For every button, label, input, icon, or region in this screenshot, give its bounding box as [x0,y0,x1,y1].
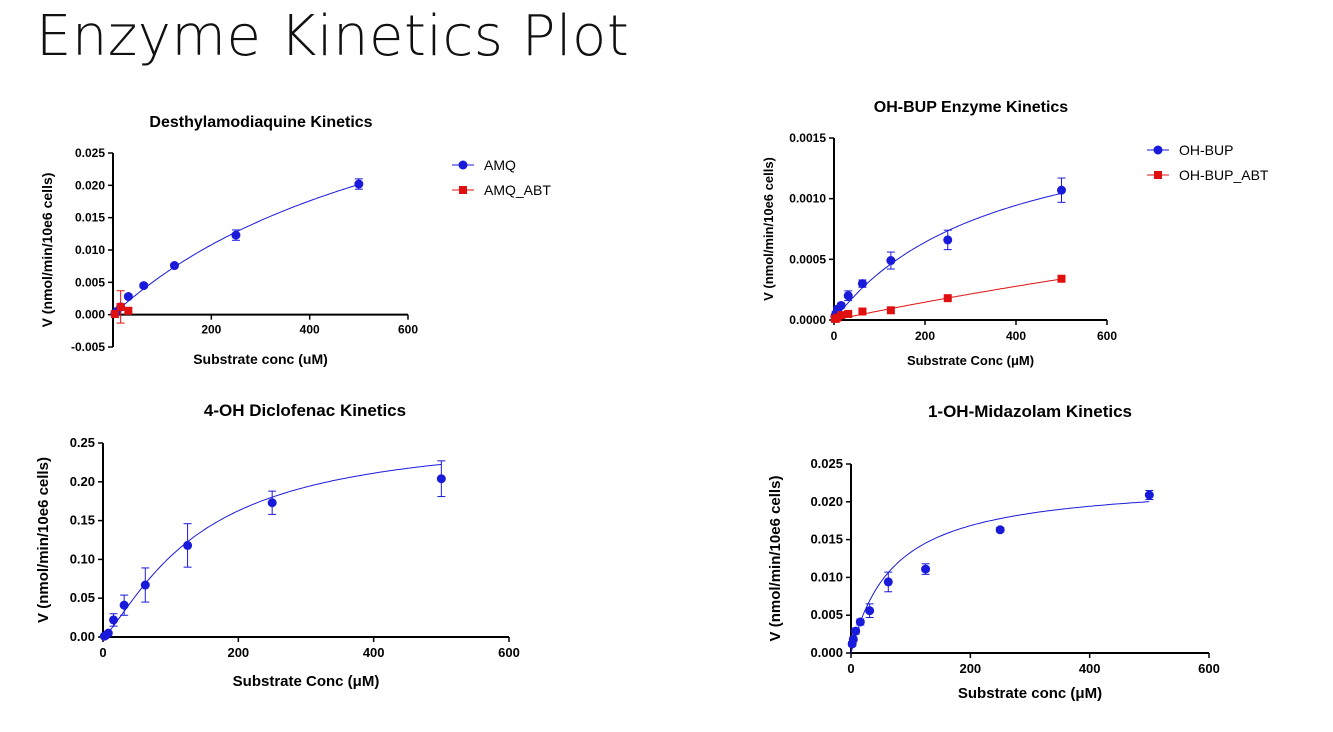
data-point [865,606,875,616]
legend-marker [459,186,467,194]
x-tick-label: 600 [498,645,520,660]
legend-marker [458,160,468,170]
x-tick-label: 0 [99,645,106,660]
x-tick-label: 200 [227,645,249,660]
y-tick-label: 0.0015 [789,131,826,145]
data-point [354,179,364,189]
data-point [844,309,853,318]
data-point [103,628,113,638]
data-point [1057,274,1066,283]
y-tick-label: 0.025 [75,146,105,160]
chart-title: Desthylamodiaquine Kinetics [149,114,372,131]
chart-title: OH-BUP Enzyme Kinetics [874,99,1069,116]
data-point [140,580,150,590]
data-point [858,307,867,316]
x-tick-label: 600 [1198,661,1220,676]
y-tick-label: 0.0000 [789,313,826,327]
data-point [1057,185,1066,195]
data-point [851,626,861,636]
x-tick-label: 0 [831,329,838,343]
y-tick-label: -0.005 [71,340,105,354]
data-point [1144,490,1154,500]
y-tick-label: 0.020 [810,494,843,509]
y-tick-label: 0.010 [75,243,105,257]
data-point [886,306,895,315]
data-point [124,306,133,315]
x-axis-label: Substrate Conc (μM) [907,353,1034,368]
y-tick-label: 0.000 [810,645,843,660]
data-point [886,256,896,266]
x-tick-label: 200 [915,329,935,343]
legend-label: OH-BUP [1179,142,1233,158]
x-tick-label: 400 [363,645,385,660]
y-tick-label: 0.20 [70,474,95,489]
y-tick-label: 0.25 [70,435,95,450]
y-tick-label: 0.005 [75,275,105,289]
y-axis-label: V (nmol/min/10e6 cells) [767,476,784,642]
y-tick-label: 0.05 [70,590,95,605]
y-tick-label: 0.000 [75,308,105,322]
y-tick-label: 0.0010 [789,192,826,206]
data-point [843,291,853,301]
data-point [836,300,846,310]
data-point [169,261,179,271]
legend-label: AMQ [484,157,516,173]
data-point [123,292,133,302]
data-point [119,600,129,610]
data-point [116,302,125,311]
data-point [436,474,446,484]
x-axis-label: Substrate conc (uM) [193,351,328,367]
legend-label: AMQ_ABT [484,182,551,198]
data-point [837,311,846,320]
y-tick-label: 0.015 [810,532,843,547]
x-tick-label: 0 [847,661,854,676]
data-point [267,498,277,508]
y-tick-label: 0.15 [70,513,95,528]
data-point [995,525,1005,535]
data-point [109,615,119,625]
y-axis-label: V (nmol/min/10e6 cells) [39,173,55,328]
x-tick-label: 200 [959,661,981,676]
data-point [231,230,241,240]
y-axis-label: V (nmol/min/10e6 cells) [35,457,52,623]
legend-label: OH-BUP_ABT [1179,167,1269,183]
legend-marker [1154,171,1162,179]
y-tick-label: 0.0005 [789,252,826,266]
data-point [183,540,193,550]
y-tick-label: 0.00 [70,629,95,644]
y-tick-label: 0.010 [810,569,843,584]
x-axis-label: Substrate Conc (μM) [233,673,380,690]
slide-title: Enzyme Kinetics Plot [36,4,630,69]
y-tick-label: 0.10 [70,551,95,566]
y-tick-label: 0.005 [810,607,843,622]
x-tick-label: 400 [1006,329,1026,343]
x-tick-label: 400 [1079,661,1101,676]
x-axis-label: Substrate conc (μM) [958,685,1102,702]
data-point [943,294,952,303]
y-tick-label: 0.020 [75,178,105,192]
x-tick-label: 200 [201,323,221,337]
chart-title: 1-OH-Midazolam Kinetics [928,402,1132,421]
data-point [139,281,149,291]
data-point [857,279,867,289]
x-tick-label: 400 [300,323,320,337]
data-point [110,310,119,319]
y-axis-label: V (nmol/min/10e6 cells) [761,157,776,301]
data-point [883,577,893,587]
x-tick-label: 600 [398,323,418,337]
legend-marker [1153,145,1163,155]
data-point [943,235,953,245]
data-point [855,617,865,627]
data-point [921,564,931,574]
x-tick-label: 600 [1097,329,1117,343]
chart-title: 4-OH Diclofenac Kinetics [204,401,406,420]
data-point [848,634,858,644]
y-tick-label: 0.025 [810,456,843,471]
y-tick-label: 0.015 [75,211,105,225]
fit-curve-series [850,501,1150,654]
